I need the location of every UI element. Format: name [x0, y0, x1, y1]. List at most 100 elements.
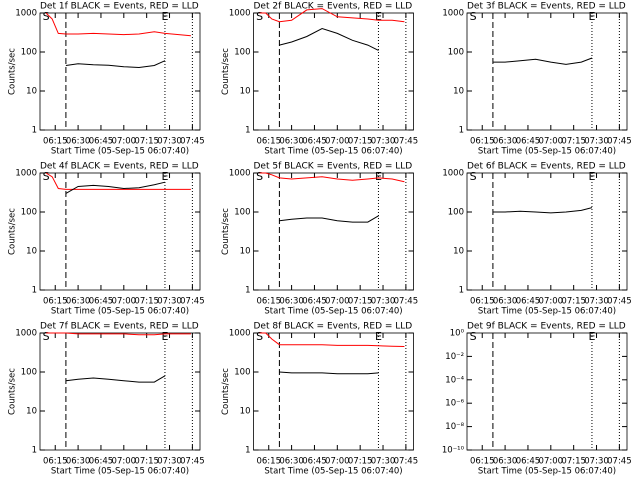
y-tick-label: 1 — [459, 286, 464, 296]
y-tick-label: 100 — [21, 208, 37, 218]
x-tick-label: 07:00 — [112, 137, 137, 147]
x-tick-label: 07:45 — [607, 457, 632, 467]
panel: Det 7f BLACK = Events, RED = LLD 1 10 100 10… — [8, 322, 205, 477]
x-tick-label: 07:15 — [348, 297, 373, 307]
series-line — [259, 172, 405, 183]
x-axis-label: Start Time (05-Sep-15 06:07:40) — [264, 467, 402, 477]
y-tick-label: 1000 — [229, 169, 251, 179]
x-tick-label: 06:45 — [89, 457, 114, 467]
y-tick-label: 1 — [32, 126, 37, 136]
x-tick-label: 07:15 — [561, 137, 586, 147]
x-tick-label: 06:15 — [43, 457, 68, 467]
x-tick-label: 06:30 — [66, 137, 91, 147]
series-line — [279, 27, 379, 51]
y-axis-label: Counts/sec — [8, 48, 18, 95]
annotation: S — [43, 330, 50, 343]
x-tick-label: 07:30 — [371, 137, 396, 147]
y-tick-label: 100 — [234, 48, 250, 58]
y-tick-label: 10⁻⁶ — [445, 399, 464, 409]
y-tick-label: 1000 — [229, 9, 251, 19]
x-tick-label: 06:30 — [66, 297, 91, 307]
plot-frame — [39, 332, 201, 451]
y-tick-label: 10⁻² — [445, 352, 464, 362]
chart-title: Det 9f BLACK = Events, RED = LLD — [467, 322, 626, 332]
x-tick-label: 07:45 — [394, 297, 419, 307]
plot-frame — [253, 332, 414, 451]
x-tick-label: 06:30 — [493, 457, 517, 467]
y-tick-label: 100 — [234, 368, 250, 378]
y-tick-label: 1000 — [229, 329, 251, 339]
chart-title: Det 1f BLACK = Events, RED = LLD — [40, 2, 199, 12]
y-tick-label: 10 — [240, 87, 251, 97]
series-line — [45, 12, 191, 37]
annotation: S — [470, 330, 477, 343]
annotation: E — [588, 10, 595, 23]
x-tick-label: 06:15 — [256, 457, 281, 467]
x-tick-label: 07:00 — [325, 457, 350, 467]
x-axis-label: Start Time (05-Sep-15 06:07:40) — [478, 307, 616, 317]
x-tick-label: 07:00 — [325, 137, 350, 147]
y-tick-label: 10 — [26, 87, 37, 97]
x-tick-label: 06:45 — [516, 297, 541, 307]
chart-title: Det 7f BLACK = Events, RED = LLD — [40, 322, 199, 332]
series-line — [65, 375, 166, 383]
y-tick-label: 10⁻¹⁰ — [442, 446, 465, 456]
x-tick-label: 07:00 — [539, 137, 564, 147]
x-tick-label: 07:00 — [539, 297, 564, 307]
x-tick-label: 07:15 — [561, 297, 586, 307]
y-tick-label: 1 — [32, 446, 37, 456]
annotation: E — [588, 330, 595, 343]
plot-frame — [466, 172, 628, 291]
x-tick-label: 07:15 — [134, 297, 159, 307]
x-tick-label: 06:30 — [493, 137, 517, 147]
x-tick-label: 06:15 — [470, 457, 495, 467]
x-tick-label: 07:00 — [539, 457, 564, 467]
y-axis-label: Counts/sec — [8, 208, 18, 255]
y-tick-label: 10 — [453, 247, 464, 257]
series-line — [492, 57, 593, 65]
annotation: E — [161, 170, 168, 183]
y-axis-label: Counts/sec — [221, 368, 231, 415]
y-tick-label: 10⁻⁸ — [445, 422, 464, 432]
plot-frame — [253, 172, 414, 291]
x-tick-label: 07:30 — [371, 457, 396, 467]
series-line — [65, 181, 166, 194]
y-tick-label: 10⁻⁴ — [445, 375, 464, 385]
x-tick-label: 06:45 — [302, 137, 327, 147]
x-tick-label: 07:45 — [180, 137, 205, 147]
y-tick-label: 1 — [459, 126, 464, 136]
x-axis-label: Start Time (05-Sep-15 06:07:40) — [51, 147, 189, 157]
panel: Det 5f BLACK = Events, RED = LLD 1 10 100 10… — [221, 162, 418, 317]
y-tick-label: 100 — [21, 48, 37, 58]
series-line — [45, 172, 191, 190]
chart-title: Det 4f BLACK = Events, RED = LLD — [40, 162, 199, 172]
panel: Det 6f BLACK = Events, RED = LLD 1 10 100 10… — [442, 162, 631, 317]
x-tick-label: 07:30 — [371, 297, 396, 307]
x-tick-label: 07:30 — [584, 457, 609, 467]
y-tick-label: 10 — [240, 407, 251, 417]
x-tick-label: 06:15 — [470, 297, 495, 307]
annotation: S — [43, 10, 50, 23]
series-line — [279, 371, 379, 375]
y-tick-label: 1 — [245, 126, 250, 136]
annotation: E — [375, 330, 382, 343]
panel: Det 2f BLACK = Events, RED = LLD 1 10 100 10… — [221, 2, 418, 157]
x-tick-label: 06:45 — [302, 457, 327, 467]
panel: Det 9f BLACK = Events, RED = LLD 10⁻¹⁰ 10⁻… — [442, 322, 632, 477]
x-tick-label: 07:15 — [348, 137, 373, 147]
series-line — [279, 215, 379, 223]
x-tick-label: 07:45 — [394, 137, 419, 147]
panel: Det 8f BLACK = Events, RED = LLD 1 10 100 10… — [221, 322, 418, 477]
y-tick-label: 10 — [240, 247, 251, 257]
y-tick-label: 1 — [32, 286, 37, 296]
x-tick-label: 07:15 — [561, 457, 586, 467]
x-tick-label: 06:45 — [302, 297, 327, 307]
annotation: S — [256, 10, 263, 23]
x-tick-label: 06:15 — [256, 297, 281, 307]
plot-frame — [466, 12, 628, 131]
x-tick-label: 07:00 — [325, 297, 350, 307]
annotation: E — [161, 10, 168, 23]
x-tick-label: 06:30 — [279, 457, 304, 467]
